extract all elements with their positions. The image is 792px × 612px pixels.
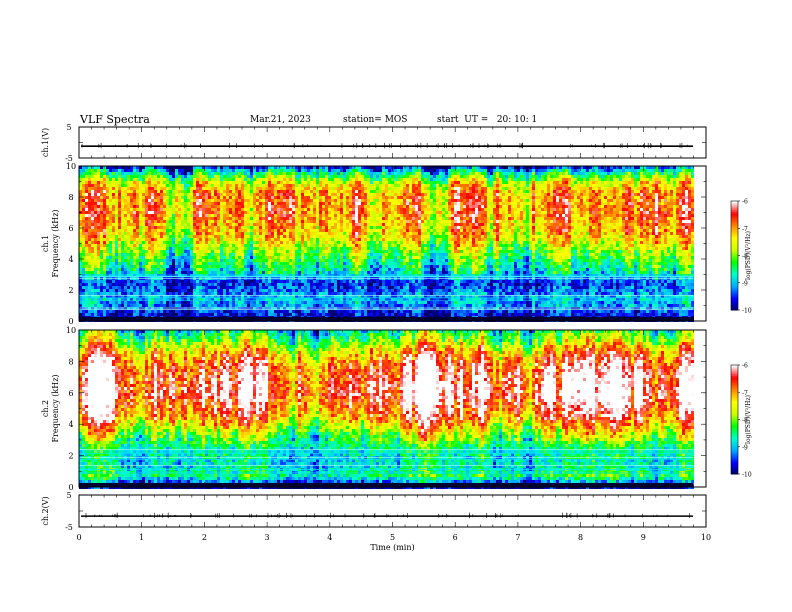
x-tick-label: 2: [202, 533, 207, 542]
ch2-spectrogram-colorbar-tick: -9: [742, 444, 748, 451]
ch1-spectrogram-ytick-label: 0: [68, 317, 73, 326]
ch2-waveform-ylabel: ch.2(V): [41, 496, 50, 525]
ch1-spectrogram-cells: [79, 166, 694, 322]
ch2-spectrogram-colorbar-tick: -10: [742, 472, 752, 479]
ch1-waveform-ytick-label: 5: [66, 123, 71, 132]
ch2-spectrogram-ytick-label: 2: [68, 452, 73, 461]
ch1-waveform-ticks: [78, 126, 707, 159]
x-axis-label: Time (min): [370, 543, 414, 552]
ch2-spectrogram-ytick-label: 0: [68, 483, 73, 492]
x-tick-label: 8: [578, 533, 583, 542]
x-tick-label: 7: [515, 533, 520, 542]
ch1-spectrogram-ytick-label: 4: [68, 255, 73, 264]
spectrogram-layer: [79, 166, 694, 489]
ch2-spectrogram-ytick-label: 8: [68, 357, 73, 366]
ch1-spectrogram-ticks: [78, 165, 707, 322]
ch2-spectrogram-ytick-label: 6: [68, 389, 73, 398]
ch1-spectrogram-ylabel-freq: Frequency (kHz): [51, 209, 60, 277]
ch1-waveform-spikes: [81, 142, 688, 149]
frames-layer: [78, 126, 740, 528]
ch1-spectrogram-colorbar-tick: -9: [742, 280, 748, 287]
x-tick-label: 6: [453, 533, 458, 542]
x-tick-label: 9: [641, 533, 646, 542]
ch2-spectrogram-ytick-label: 4: [68, 420, 73, 429]
x-tick-label: 3: [265, 533, 270, 542]
ch1-spectrogram-ytick-label: 2: [68, 286, 73, 295]
ch2-spectrogram-colorbar-tick: -6: [742, 363, 748, 370]
ch1-spectrogram-colorbar: [730, 200, 740, 311]
x-tick-label: 0: [76, 533, 81, 542]
ch1-spectrogram-ytick-label: 10: [66, 162, 76, 171]
ch1-spectrogram-colorbar-label: log(PSD)(V²/Hz): [745, 231, 752, 280]
ch2-spectrogram-colorbar: [730, 364, 740, 475]
ch2-spectrogram-cells: [79, 330, 694, 489]
ch2-waveform-ticks: [78, 494, 707, 528]
x-tick-label: 5: [390, 533, 395, 542]
ch2-spectrogram-ytick-label: 10: [66, 326, 76, 335]
figure-title: VLF Spectra: [80, 113, 150, 126]
ch2-waveform-ytick-label: 5: [66, 491, 71, 500]
x-tick-label: 10: [701, 533, 711, 542]
ch1-spectrogram-ylabel: ch.1: [41, 235, 50, 252]
ch1-spectrogram-ytick-label: 6: [68, 224, 73, 233]
x-tick-label: 1: [139, 533, 144, 542]
ch1-spectrogram-colorbar-tick: -7: [742, 226, 748, 233]
ch2-spectrogram-ylabel: ch.2: [41, 400, 50, 417]
ch2-waveform-spikes: [85, 512, 690, 519]
ch2-spectrogram-ticks: [78, 329, 707, 488]
ch2-spectrogram-colorbar-tick: -7: [742, 390, 748, 397]
station-label: station= MOS: [343, 115, 407, 125]
ch1-waveform-ylabel: ch.1(V): [41, 128, 50, 157]
ch1-spectrogram-ytick-label: 8: [68, 193, 73, 202]
date-label: Mar.21, 2023: [250, 115, 311, 125]
start-time-label: start UT = 20: 10: 1: [437, 115, 537, 125]
x-tick-label: 4: [327, 533, 332, 542]
ch2-spectrogram-colorbar-label: log(PSD)(V²/Hz): [745, 395, 752, 444]
ch2-spectrogram-ylabel-freq: Frequency (kHz): [51, 374, 60, 442]
labels-layer: -6 -7 -8 -9 -10 log(PSD)(V²/Hz) -6 -7 -8 -9 -10 log…: [41, 123, 752, 552]
ch2-waveform-ytick-label: -5: [65, 523, 73, 532]
ch1-spectrogram-colorbar-tick: -10: [742, 308, 752, 315]
ch1-waveform-ytick-label: -5: [65, 154, 73, 163]
ch1-spectrogram-colorbar-tick: -6: [742, 199, 748, 206]
ch2-spectrogram-colorbar-tick: -8: [742, 417, 748, 424]
ch1-spectrogram-colorbar-tick: -8: [742, 253, 748, 260]
